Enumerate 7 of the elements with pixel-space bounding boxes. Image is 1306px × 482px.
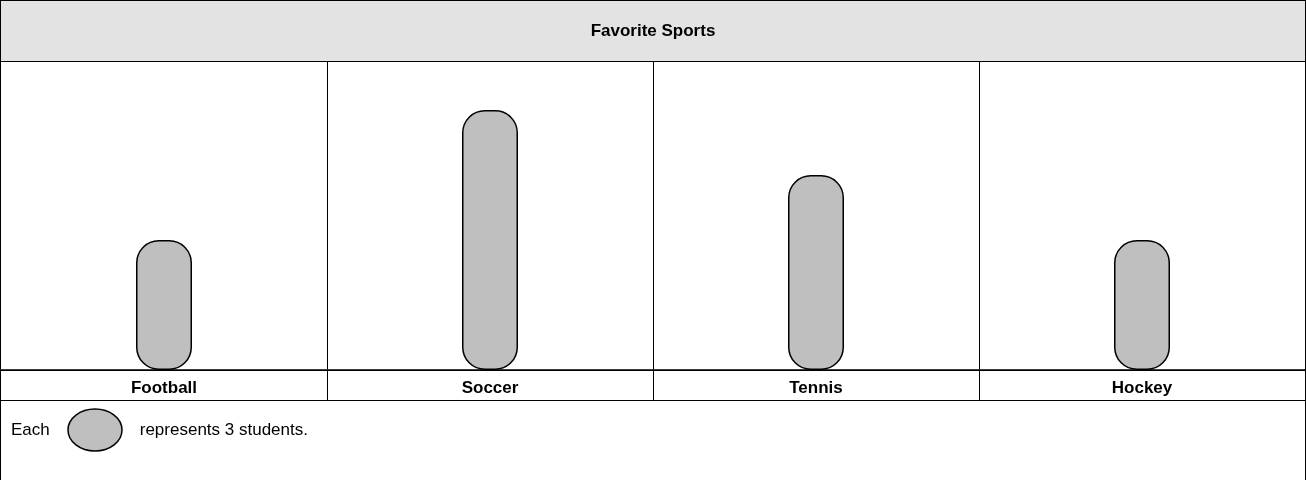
x-tick-label: Football xyxy=(130,378,198,397)
x-tick-label: Hockey xyxy=(1111,378,1173,397)
x-tick-label: Tennis xyxy=(789,378,843,397)
x-tick-label: Soccer xyxy=(461,378,519,397)
chart-title: Favorite Sports xyxy=(1,0,1305,62)
text: represents 3 students. xyxy=(139,420,308,440)
text: Each xyxy=(11,420,50,440)
